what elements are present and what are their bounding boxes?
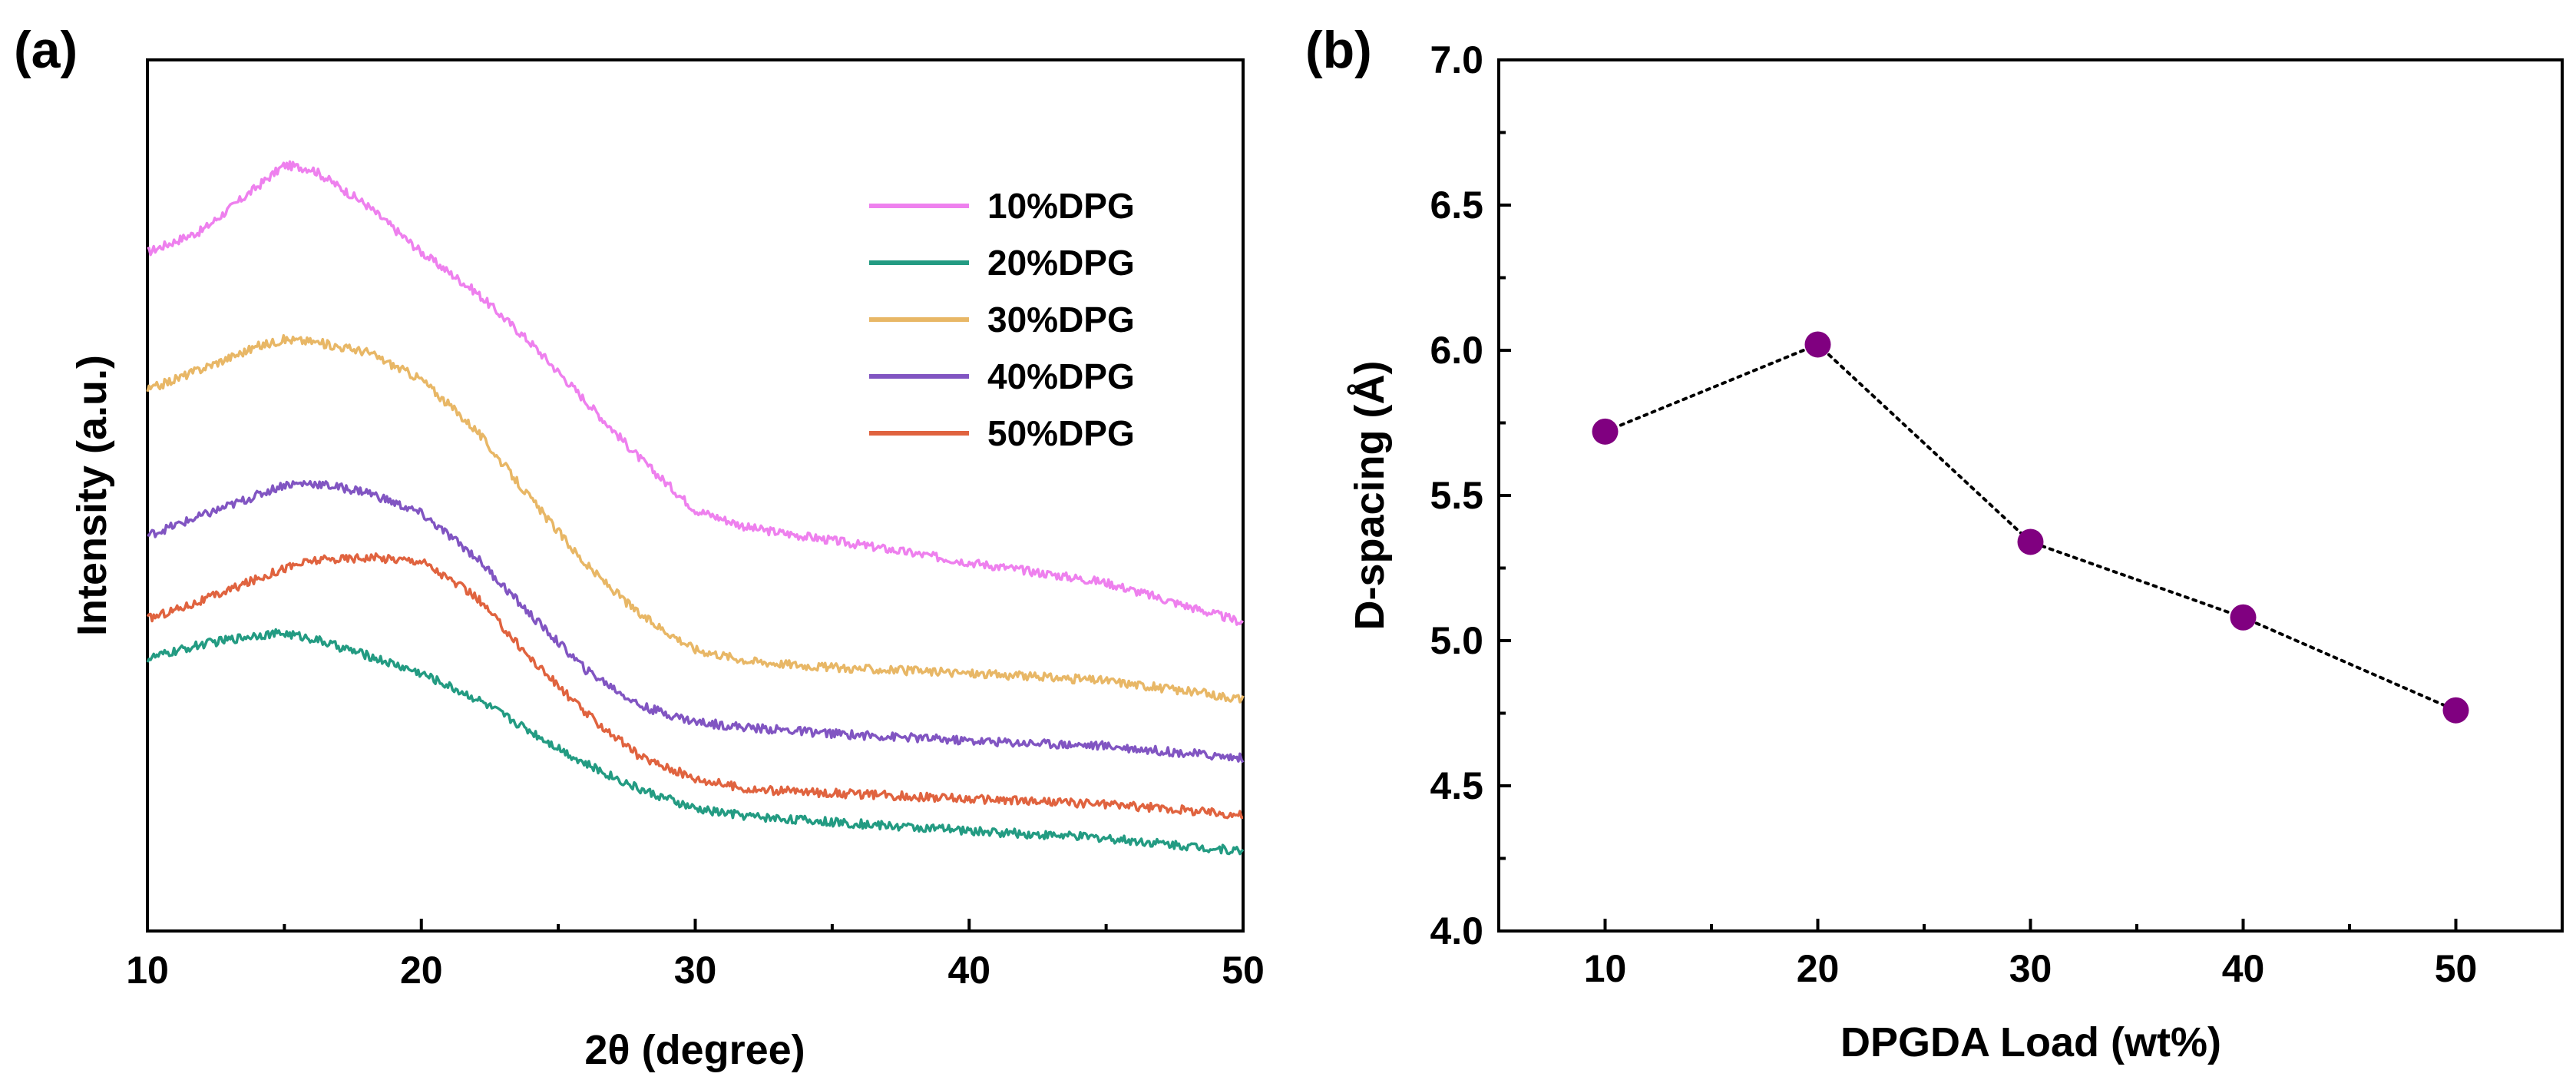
panel-a-series-group (146, 160, 1245, 856)
data-point-10 (1592, 418, 1619, 445)
data-point-50 (2442, 697, 2469, 724)
dspacing-dotted-line (1603, 343, 2458, 712)
series-line-50-dpg (146, 552, 1243, 820)
panel-b-dspacing-chart: (b) 4.0 4.5 5.0 5.5 6.0 6.5 7.0 10 20 30 40 50 DPGD… (1305, 21, 2564, 1065)
panel-b-y-tick-label: 5.0 (1430, 619, 1483, 662)
panel-b-series-group (1592, 331, 2469, 724)
legend-label-20-dpg: 20%DPG (987, 243, 1135, 283)
series-line-40-dpg (147, 479, 1245, 764)
panel-b-y-tick-label: 6.0 (1430, 329, 1483, 372)
panel-a-x-tick-label: 30 (674, 949, 717, 992)
series-line-20-dpg (146, 628, 1245, 856)
panel-b-x-tick-label: 50 (2435, 947, 2478, 990)
panel-a-x-tick-label: 40 (947, 949, 990, 992)
panel-a-x-tick-label: 20 (400, 949, 443, 992)
series-line-10-dpg (147, 160, 1245, 626)
panel-b-y-tick-label: 7.0 (1430, 38, 1483, 81)
panel-a-x-axis-label: 2θ (degree) (584, 1027, 805, 1073)
legend-label-30-dpg: 30%DPG (987, 300, 1135, 340)
panel-b-x-tick-label: 20 (1797, 947, 1840, 990)
panel-b-y-tick-label: 5.5 (1430, 474, 1483, 517)
data-point-40 (2230, 604, 2257, 631)
panel-a-xrd-chart: (a) 10 20 30 40 50 10%DPG 20%DPG 30%DPG 40%DPG 5… (14, 21, 1265, 1073)
panel-b-ticks: 4.0 4.5 5.0 5.5 6.0 6.5 7.0 10 20 30 40 50 (1430, 38, 2477, 990)
series-line-30-dpg (146, 333, 1245, 704)
panel-b-y-tick-label: 4.0 (1430, 909, 1483, 953)
data-point-20 (1804, 331, 1831, 358)
panel-a-ticks: 10 20 30 40 50 (126, 919, 1265, 992)
panel-b-y-axis-label: D-spacing (Å) (1347, 361, 1393, 631)
panel-a-x-tick-label: 50 (1222, 949, 1265, 992)
panel-b-label: (b) (1305, 21, 1372, 79)
panel-b-x-tick-label: 40 (2222, 947, 2265, 990)
legend-label-10-dpg: 10%DPG (987, 186, 1135, 226)
panel-b-x-axis-label: DPGDA Load (wt%) (1840, 1019, 2221, 1065)
panel-b-y-tick-label: 4.5 (1430, 764, 1483, 807)
panel-b-y-tick-label: 6.5 (1430, 184, 1483, 227)
data-point-30 (2017, 528, 2044, 555)
legend-label-50-dpg: 50%DPG (987, 413, 1135, 453)
panel-b-x-tick-label: 10 (1584, 947, 1627, 990)
panel-a-label: (a) (14, 21, 78, 79)
panel-b-x-tick-label: 30 (2009, 947, 2052, 990)
panel-b-plot-frame (1497, 58, 2564, 933)
legend-label-40-dpg: 40%DPG (987, 356, 1135, 396)
panel-a-legend: 10%DPG 20%DPG 30%DPG 40%DPG 50%DPG (869, 186, 1135, 453)
panel-a-x-tick-label: 10 (126, 949, 169, 992)
panel-a-y-axis-label: Intensity (a.u.) (69, 355, 115, 636)
